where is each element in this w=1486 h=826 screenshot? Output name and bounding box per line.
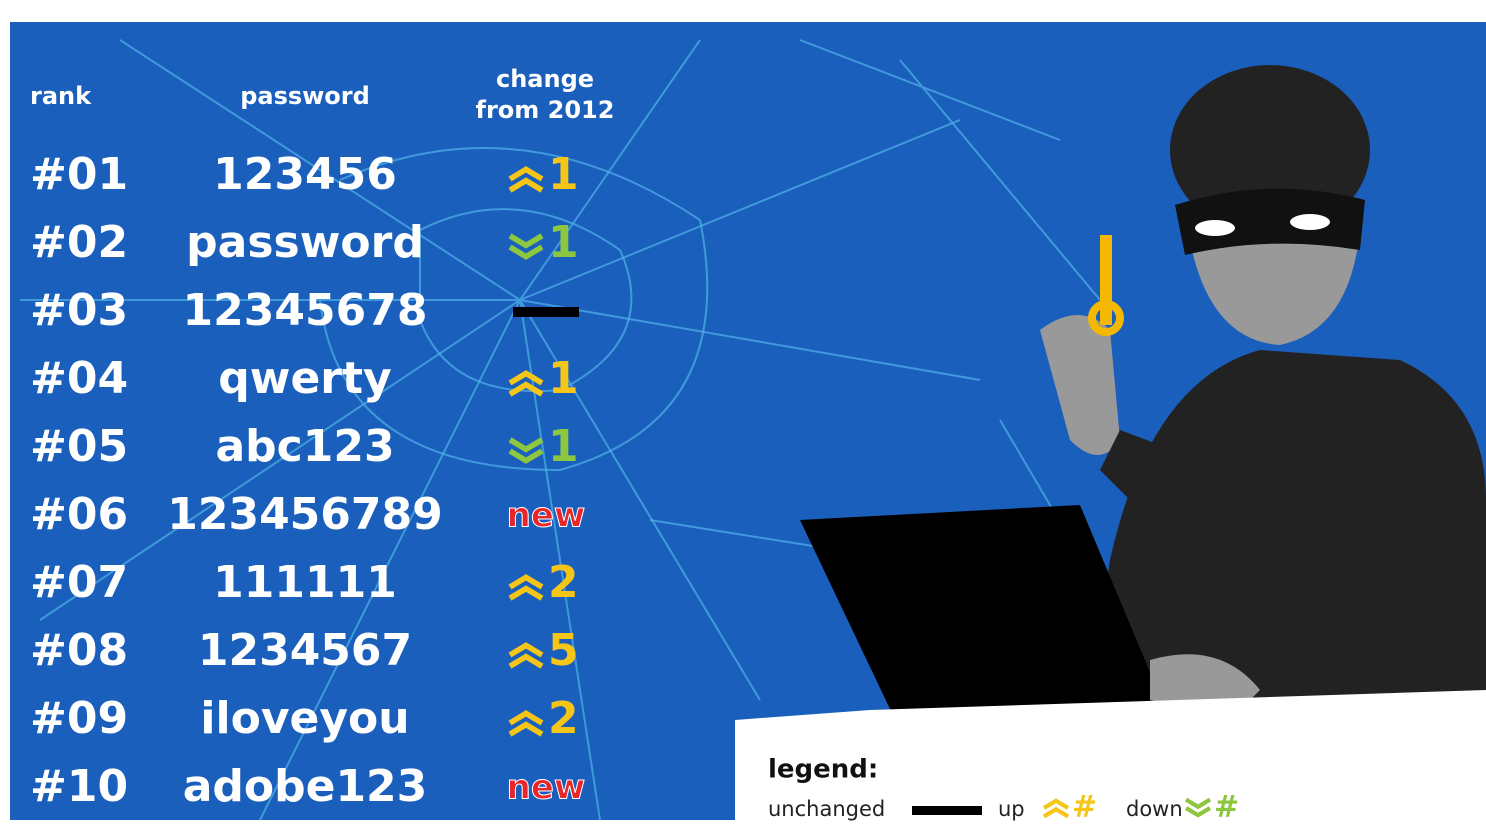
password: 1234567 xyxy=(198,625,412,676)
rank: #08 xyxy=(30,625,128,676)
rank: #07 xyxy=(30,557,128,608)
change-amount: 2 xyxy=(548,693,579,744)
legend-label: up xyxy=(998,797,1025,821)
new-label: new xyxy=(507,496,586,536)
legend-symbol: # xyxy=(1214,790,1239,825)
rank: #09 xyxy=(30,693,128,744)
password: adobe123 xyxy=(183,761,428,812)
password: abc123 xyxy=(215,421,394,472)
rank: #10 xyxy=(30,761,128,812)
legend-symbol: # xyxy=(1072,790,1097,825)
rank: #06 xyxy=(30,489,128,540)
rank: #03 xyxy=(30,285,128,336)
password: 123456 xyxy=(213,149,397,200)
rank: #01 xyxy=(30,149,128,200)
legend-label: down xyxy=(1126,797,1183,821)
change-amount: 1 xyxy=(548,353,579,404)
password: 12345678 xyxy=(183,285,428,336)
password: 123456789 xyxy=(167,489,443,540)
rank: #02 xyxy=(30,217,128,268)
password: 111111 xyxy=(213,557,397,608)
password: password xyxy=(186,217,424,268)
rank: #05 xyxy=(30,421,128,472)
change-amount: 2 xyxy=(548,557,579,608)
legend-label: unchanged xyxy=(768,797,885,821)
change-amount: 1 xyxy=(548,149,579,200)
change-amount: 1 xyxy=(548,421,579,472)
password: qwerty xyxy=(218,353,391,404)
change-amount: 1 xyxy=(548,217,579,268)
rank: #04 xyxy=(30,353,128,404)
legend-title: legend: xyxy=(768,755,878,785)
password: iloveyou xyxy=(200,693,409,744)
infographic: rankpasswordchangefrom 2012#011234561#02… xyxy=(0,0,1486,826)
column-header: password xyxy=(240,82,370,110)
unchanged-bar xyxy=(513,307,579,317)
new-label: new xyxy=(507,768,586,808)
change-amount: 5 xyxy=(548,625,579,676)
column-header: rank xyxy=(30,82,92,110)
legend-unchanged-bar xyxy=(912,806,982,815)
